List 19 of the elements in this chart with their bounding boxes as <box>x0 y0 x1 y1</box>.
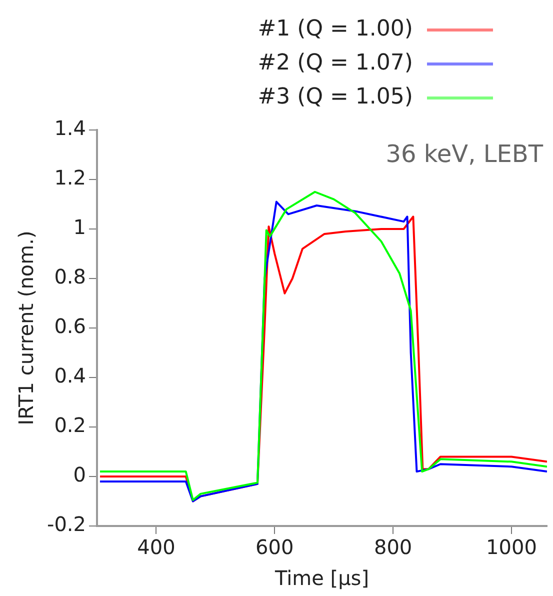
y-tick-label: 1.2 <box>54 166 86 190</box>
x-tick-label: 800 <box>374 535 412 560</box>
x-tick-label: 600 <box>256 535 294 560</box>
y-tick-label: 0.6 <box>54 314 86 338</box>
y-tick-label: 1.4 <box>54 116 86 140</box>
y-tick-label: 0 <box>73 462 86 487</box>
y-tick-label: -0.2 <box>46 512 86 536</box>
x-tick-label: 1000 <box>486 535 537 560</box>
y-tick-label: 1 <box>73 215 86 240</box>
y-tick-label: 0.2 <box>54 413 86 438</box>
legend-label: #1 (Q = 1.00) <box>258 16 413 42</box>
y-tick-label: 0.8 <box>54 264 86 289</box>
legend-label: #2 (Q = 1.07) <box>258 50 413 76</box>
y-tick-label: 0.4 <box>54 364 86 388</box>
x-tick-label: 400 <box>137 535 176 560</box>
legend-label: #3 (Q = 1.05) <box>258 84 413 110</box>
annotation: 36 keV, LEBT <box>386 140 544 168</box>
y-axis-title: IRT1 current (nom.) <box>14 230 38 426</box>
x-axis-title: Time [μs] <box>274 566 370 590</box>
